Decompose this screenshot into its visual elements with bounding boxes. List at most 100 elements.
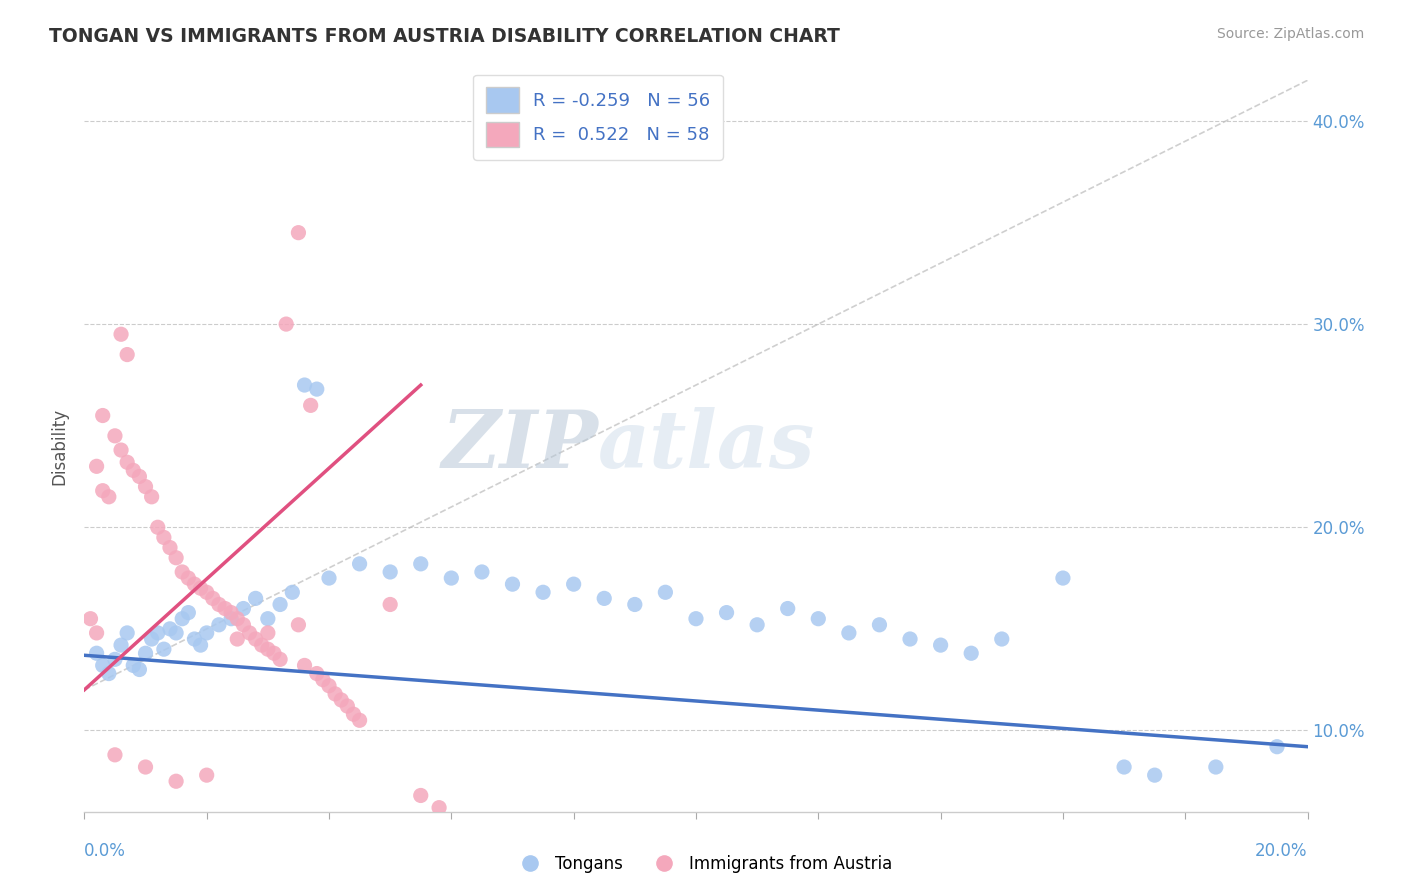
Point [960,646,983,660]
Point [201,591,224,606]
Point [232,617,254,632]
Point [250,638,273,652]
Point [323,687,346,701]
Legend: Tongans, Immigrants from Austria: Tongans, Immigrants from Austria [506,848,900,880]
Point [115,348,138,362]
Point [929,638,952,652]
Point [427,800,450,814]
Y-axis label: Disability: Disability [51,408,69,484]
Point [336,699,359,714]
Point [838,626,860,640]
Point [135,480,157,494]
Point [104,429,127,443]
Text: 0.0%: 0.0% [84,842,127,861]
Point [128,663,150,677]
Point [110,443,132,458]
Point [471,565,494,579]
Point [172,612,194,626]
Point [91,658,114,673]
Point [195,768,218,782]
Point [177,571,200,585]
Point [776,601,799,615]
Point [165,550,187,565]
Point [747,617,769,632]
Point [146,520,169,534]
Point [294,378,316,392]
Point [1205,760,1227,774]
Point [153,642,176,657]
Point [269,598,291,612]
Point [312,673,335,687]
Point [257,626,280,640]
Point [349,557,371,571]
Point [97,490,120,504]
Point [226,612,249,626]
Point [190,638,212,652]
Point [276,317,298,331]
Point [79,612,101,626]
Point [165,626,187,640]
Point [153,530,176,544]
Point [195,626,218,640]
Point [409,557,432,571]
Point [305,666,328,681]
Point [183,632,205,646]
Point [299,398,322,412]
Point [654,585,676,599]
Point [141,490,163,504]
Text: atlas: atlas [598,408,815,484]
Point [135,646,157,660]
Point [318,571,340,585]
Text: TONGAN VS IMMIGRANTS FROM AUSTRIA DISABILITY CORRELATION CHART: TONGAN VS IMMIGRANTS FROM AUSTRIA DISABI… [49,27,841,45]
Point [257,612,280,626]
Point [305,382,328,396]
Point [159,622,181,636]
Point [1114,760,1136,774]
Point [91,409,114,423]
Point [97,666,120,681]
Point [1265,739,1288,754]
Point [624,598,647,612]
Point [165,774,187,789]
Point [318,679,340,693]
Point [281,585,304,599]
Point [349,714,371,728]
Point [869,617,891,632]
Text: Source: ZipAtlas.com: Source: ZipAtlas.com [1216,27,1364,41]
Point [807,612,830,626]
Point [195,585,218,599]
Point [183,577,205,591]
Point [991,632,1014,646]
Point [257,642,280,657]
Point [562,577,585,591]
Point [177,606,200,620]
Point [141,632,163,646]
Text: 20.0%: 20.0% [1256,842,1308,861]
Point [342,707,364,722]
Point [263,646,285,660]
Point [380,565,402,579]
Point [245,591,267,606]
Point [1052,571,1074,585]
Point [245,632,267,646]
Point [104,652,127,666]
Point [159,541,181,555]
Point [122,658,145,673]
Point [898,632,921,646]
Point [219,606,242,620]
Point [226,632,249,646]
Point [294,658,316,673]
Point [593,591,616,606]
Point [128,469,150,483]
Point [287,226,309,240]
Point [502,577,524,591]
Point [214,601,236,615]
Point [409,789,432,803]
Point [1143,768,1166,782]
Point [122,463,145,477]
Point [232,601,254,615]
Point [110,327,132,342]
Text: ZIP: ZIP [441,408,598,484]
Point [287,617,309,632]
Point [115,455,138,469]
